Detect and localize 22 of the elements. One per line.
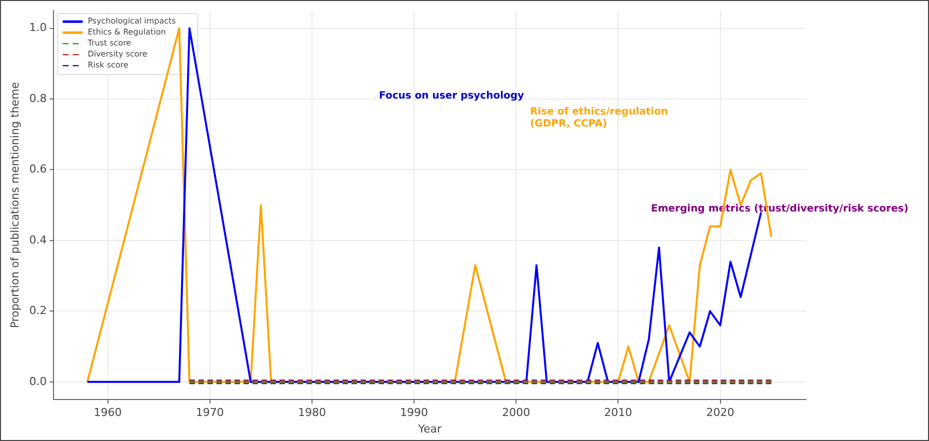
legend-label: Ethics & Regulation [88, 28, 166, 37]
y-tick-label: 0.6 [29, 162, 47, 176]
x-tick-label: 2000 [502, 406, 530, 420]
y-tick-label: 0.8 [29, 92, 47, 105]
legend-label: Diversity score [88, 50, 148, 59]
x-tick-label: 1990 [400, 406, 428, 420]
y-axis-title: Proportion of publications mentioning theme [8, 82, 22, 328]
annotation: Focus on user psychology [379, 90, 525, 102]
y-tick-label: 0.2 [29, 304, 47, 318]
annotation: Rise of ethics/regulation (GDPR, CCPA) [530, 106, 668, 130]
x-tick-label: 1980 [298, 406, 326, 420]
x-tick-label: 1960 [94, 406, 122, 420]
x-tick-label: 2020 [706, 406, 734, 420]
y-tick-label: 0.4 [29, 233, 47, 246]
x-tick-label: 1970 [196, 406, 224, 420]
x-tick-label: 2010 [604, 406, 632, 420]
x-axis-title: Year [417, 422, 442, 436]
legend-label: Risk score [88, 60, 128, 70]
legend-label: Psychological impacts [88, 16, 176, 26]
legend-label: Trust score [86, 38, 132, 48]
y-tick-label: 0.0 [29, 374, 47, 388]
y-tick-label: 1.0 [29, 21, 47, 34]
